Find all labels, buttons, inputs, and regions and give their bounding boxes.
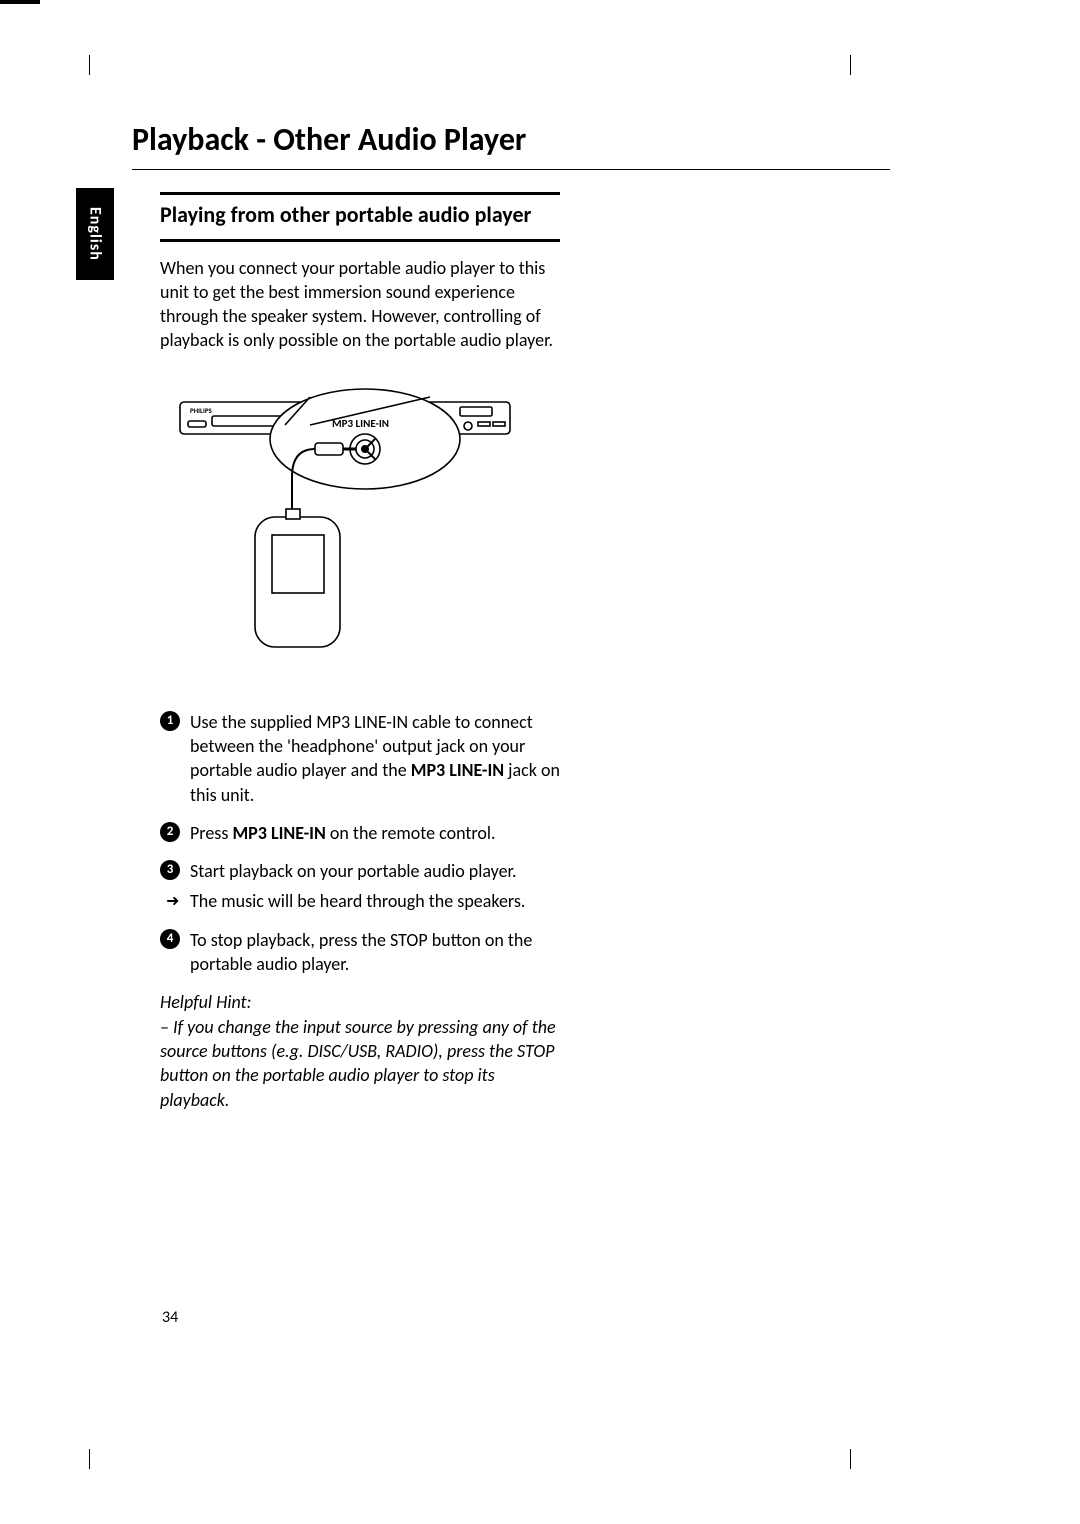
hint-text: – If you change the input source by pres… — [160, 1015, 560, 1112]
connection-diagram: PHILIPS MP3 LINE-IN — [160, 377, 530, 677]
step-number-icon: 4 — [160, 929, 180, 949]
section-heading: Playing from other portable audio player — [160, 192, 560, 242]
step-text: Start playback on your portable audio pl… — [190, 860, 517, 882]
step-number-icon: 2 — [160, 822, 180, 842]
hint-label: Helpful Hint: — [160, 990, 560, 1014]
step-3: 3 Start playback on your portable audio … — [160, 859, 560, 883]
language-label: English — [86, 207, 105, 261]
step-text: To stop playback, press the STOP button … — [190, 929, 532, 975]
step-1: 1 Use the supplied MP3 LINE-IN cable to … — [160, 710, 560, 807]
crop-mark — [0, 3, 40, 4]
device-brand-label: PHILIPS — [190, 406, 213, 415]
step-number-icon: 3 — [160, 860, 180, 880]
step-result: ➜ The music will be heard through the sp… — [160, 889, 560, 913]
crop-mark — [70, 55, 90, 75]
jack-label: MP3 LINE-IN — [332, 417, 389, 430]
arrow-icon: ➜ — [166, 891, 179, 913]
step-4: 4 To stop playback, press the STOP butto… — [160, 928, 560, 977]
crop-mark — [70, 1449, 90, 1469]
page-number: 34 — [162, 1308, 178, 1327]
crop-mark — [850, 55, 870, 75]
page-title: Playback - Other Audio Player — [132, 120, 890, 159]
language-tab: English — [76, 188, 114, 280]
step-number-icon: 1 — [160, 711, 180, 731]
content-column: Playing from other portable audio player… — [160, 192, 560, 1112]
page-content: English Playback - Other Audio Player Pl… — [90, 120, 890, 1112]
step-text: Use the supplied MP3 LINE-IN cable to co… — [190, 711, 560, 806]
intro-paragraph: When you connect your portable audio pla… — [160, 256, 560, 353]
step-2: 2 Press MP3 LINE-IN on the remote contro… — [160, 821, 560, 845]
crop-mark — [850, 1449, 870, 1469]
instruction-steps: 1 Use the supplied MP3 LINE-IN cable to … — [160, 710, 560, 977]
step-text: Press MP3 LINE-IN on the remote control. — [190, 822, 496, 844]
title-divider — [132, 169, 890, 170]
helpful-hint: Helpful Hint: – If you change the input … — [160, 990, 560, 1111]
